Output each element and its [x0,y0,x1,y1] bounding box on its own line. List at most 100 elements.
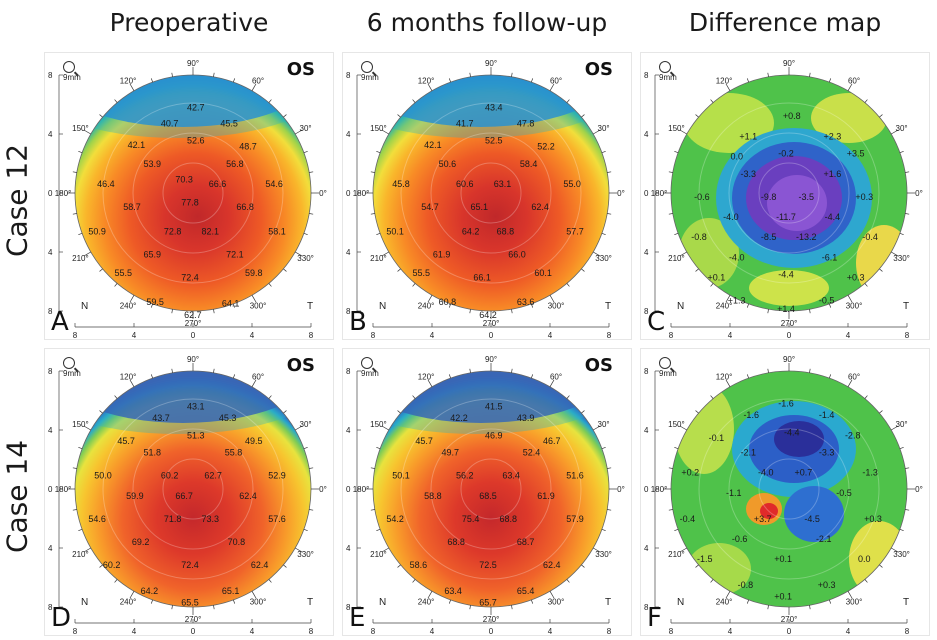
measurement-value: 62.4 [251,560,269,570]
x-tick: 4 [846,627,851,636]
angle-label: 330° [595,254,612,263]
nasal-label: N [677,301,685,312]
x-tick: 0 [787,331,792,340]
measurement-value: 59.9 [126,491,144,501]
x-tick: 8 [73,627,78,636]
scale-label: 9mm [63,73,81,82]
measurement-value: -9.8 [761,192,777,202]
measurement-value: 64.2 [479,310,497,320]
angle-label: 0° [319,485,327,494]
angle-label: 150° [668,420,685,429]
angle-label: 150° [370,124,387,133]
measurement-value: -8.5 [761,232,777,242]
angle-label: 210° [370,550,387,559]
measurement-value: -2.8 [845,430,861,440]
measurement-value: +0.1 [708,273,726,283]
measurement-value: 62.4 [531,202,549,212]
angle-label: 300° [548,302,565,311]
scale-indicator: 9mm [361,61,379,82]
measurement-value: 40.7 [161,118,179,128]
x-tick: 8 [905,627,910,636]
angle-label: 90° [187,59,199,68]
nasal-label: N [379,301,387,312]
panel-letter: F [647,603,662,633]
y-tick: 8 [644,71,649,80]
measurement-value: 49.5 [245,436,263,446]
y-tick: 0 [346,485,351,494]
measurement-value: -0.8 [738,580,754,590]
measurement-value: -4.4 [784,427,800,437]
angle-label: 180° [353,189,370,198]
angle-label: 30° [896,420,908,429]
measurement-value: 45.8 [392,179,410,189]
topography-panel-e: 90° 60° 30° 0° 330° 300° 270° 240° 210° 180° 150° 1… [342,348,632,636]
scale-label: 9mm [659,73,677,82]
angle-label: 0° [319,189,327,198]
scale-indicator: 9mm [63,357,81,378]
measurement-value: 63.4 [444,586,462,596]
measurement-value: 55.5 [115,268,133,278]
measurement-value: 68.7 [517,537,535,547]
angle-label: 150° [72,124,89,133]
topography-panel-c: 90° 60° 30° 0° 330° 300° 270° 240° 210° 180° 150° 1… [640,52,930,340]
y-tick: 8 [346,603,351,612]
measurement-value: -1.4 [819,410,835,420]
topography-map: 90°60°30°0°330°300°270°240°210°180°150°1… [48,355,327,636]
x-tick: 8 [309,331,314,340]
y-tick: 4 [48,248,53,257]
measurement-value: 56.8 [226,159,244,169]
temporal-label: T [605,301,612,312]
angle-label: 30° [300,124,312,133]
measurement-value: 63.6 [517,297,535,307]
measurement-value: 58.4 [520,159,538,169]
x-tick: 0 [787,627,792,636]
column-header-preoperative: Preoperative [109,8,269,37]
measurement-value: 66.1 [473,273,491,283]
topography-map: 90°60°30°0°330°300°270°240°210°180°150°1… [644,59,923,340]
column-header-followup: 6 months follow-up [366,8,608,37]
measurement-value: -0.6 [694,192,710,202]
angle-label: 0° [915,485,923,494]
measurement-value: +3.7 [754,514,772,524]
measurement-value: 45.7 [117,436,135,446]
measurement-value: 68.5 [479,491,497,501]
measurement-value: 60.2 [103,560,121,570]
measurement-value: -0.4 [862,232,878,242]
angle-label: 210° [370,254,387,263]
measurement-value: 65.7 [479,597,497,607]
measurement-value: 63.4 [502,471,520,481]
measurement-value: 73.3 [202,514,220,524]
x-tick: 4 [250,331,255,340]
measurement-value: 50.6 [439,159,457,169]
measurement-value: 53.9 [144,159,162,169]
measurement-value: 43.9 [517,413,535,423]
angle-label: 330° [297,550,314,559]
angle-label: 60° [252,372,264,381]
column-header-difference: Difference map [688,8,882,37]
angle-label: 180° [353,485,370,494]
angle-label: 210° [668,550,685,559]
measurement-value: 55.5 [413,268,431,278]
measurement-value: 66.0 [508,249,526,259]
measurement-value: 60.1 [534,268,552,278]
measurement-value: -4.4 [778,270,794,280]
measurement-value: 62.4 [239,491,257,501]
angle-label: 240° [418,598,435,607]
measurement-value: 42.1 [424,140,442,150]
measurement-value: 46.4 [97,179,115,189]
temporal-label: T [307,301,314,312]
measurement-value: +1.4 [777,304,795,314]
measurement-value: -1.6 [778,399,794,409]
measurement-value: -4.4 [825,212,841,222]
measurement-value: 77.8 [181,198,199,208]
y-tick: 4 [48,130,53,139]
panel-letter: C [647,307,666,337]
measurement-value: 43.7 [152,413,170,423]
angle-label: 300° [250,598,267,607]
topography-panel-f: 90° 60° 30° 0° 330° 300° 270° 240° 210° 180° 150° 1… [640,348,930,636]
measurement-value: 0.0 [730,152,743,162]
measurement-value: 43.1 [187,401,205,411]
measurement-value: +0.3 [847,273,865,283]
angle-label: 210° [72,254,89,263]
nasal-label: N [81,597,89,608]
